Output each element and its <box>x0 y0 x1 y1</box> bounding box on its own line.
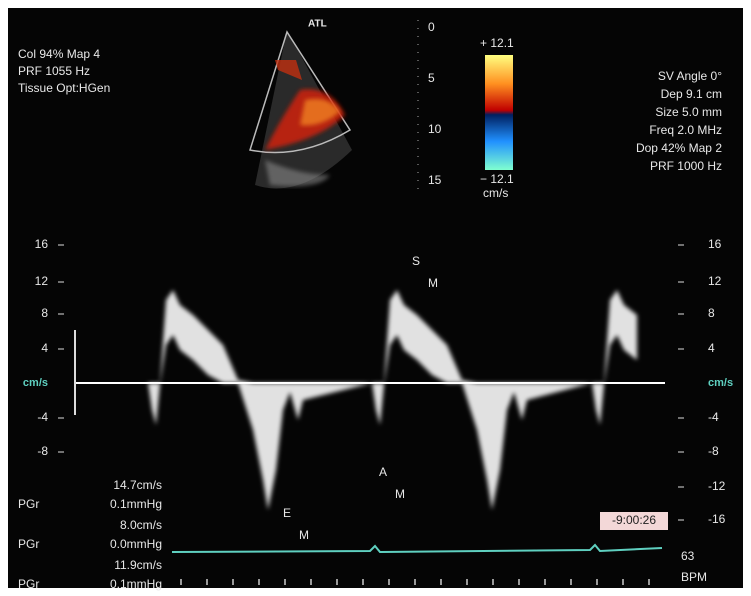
setting-right: SV Angle 0° <box>658 69 722 83</box>
depth-tick: 5 <box>428 71 435 85</box>
setting-right: Dep 9.1 cm <box>661 87 722 101</box>
pgr-label: PGr <box>18 497 39 511</box>
velocity-tick: -8 <box>708 444 719 458</box>
pgr-label: PGr <box>18 537 39 551</box>
setting-left: PRF 1055 Hz <box>18 64 90 78</box>
sector-label: ATL <box>308 19 327 30</box>
velocity-tick: cm/s <box>708 377 733 389</box>
setting-right: Dop 42% Map 2 <box>636 141 722 155</box>
velocity: 14.7cm/s <box>113 478 162 492</box>
color-bar-top: + 12.1 <box>480 36 514 50</box>
velocity: 8.0cm/s <box>120 518 162 532</box>
velocity-tick: 4 <box>41 341 48 355</box>
depth-tick: 10 <box>428 122 442 136</box>
velocity-tick: 12 <box>35 274 49 288</box>
time-box <box>600 512 668 530</box>
marker-sub: M <box>428 276 438 290</box>
time: -9:00:26 <box>612 513 656 527</box>
pgr-label: PGr <box>18 577 39 591</box>
sector-image <box>249 30 352 189</box>
velocity-tick: 12 <box>708 274 722 288</box>
velocity-tick: 16 <box>35 237 49 251</box>
velocity-tick: -16 <box>708 512 726 526</box>
velocity-tick: cm/s <box>23 377 48 389</box>
velocity-tick: 8 <box>708 306 715 320</box>
heart-rate-unit: BPM <box>681 570 707 584</box>
marker-label: A <box>379 465 387 479</box>
marker-label: S <box>412 254 420 268</box>
velocity: 11.9cm/s <box>114 558 162 572</box>
heart-rate: 63 <box>681 549 695 563</box>
setting-right: Size 5.0 mm <box>655 105 722 119</box>
depth-tick: 0 <box>428 20 435 34</box>
color-bar <box>485 55 513 170</box>
velocity-tick: 4 <box>708 341 715 355</box>
velocity-tick: 8 <box>41 306 48 320</box>
doppler-spectrum <box>148 290 637 510</box>
marker-label: E <box>283 506 291 520</box>
velocity-tick: -4 <box>708 410 719 424</box>
gradient: 0.0mmHg <box>110 537 162 551</box>
velocity-tick: 16 <box>708 237 722 251</box>
ecg-trace <box>171 543 663 554</box>
marker-sub: M <box>395 487 405 501</box>
velocity-tick: -8 <box>37 444 48 458</box>
marker-sub: M <box>299 528 309 542</box>
gradient: 0.1mmHg <box>110 497 162 511</box>
color-bar-unit: cm/s <box>483 186 508 200</box>
gradient: 0.1mmHg <box>110 577 162 591</box>
velocity-tick: -4 <box>37 410 48 424</box>
setting-right: Freq 2.0 MHz <box>649 123 722 137</box>
setting-left: Col 94% Map 4 <box>18 47 100 61</box>
color-bar-bottom: − 12.1 <box>480 172 514 186</box>
setting-right: PRF 1000 Hz <box>650 159 722 173</box>
velocity-tick: -12 <box>708 479 726 493</box>
depth-tick: 15 <box>428 173 442 187</box>
setting-left: Tissue Opt:HGen <box>18 81 110 95</box>
